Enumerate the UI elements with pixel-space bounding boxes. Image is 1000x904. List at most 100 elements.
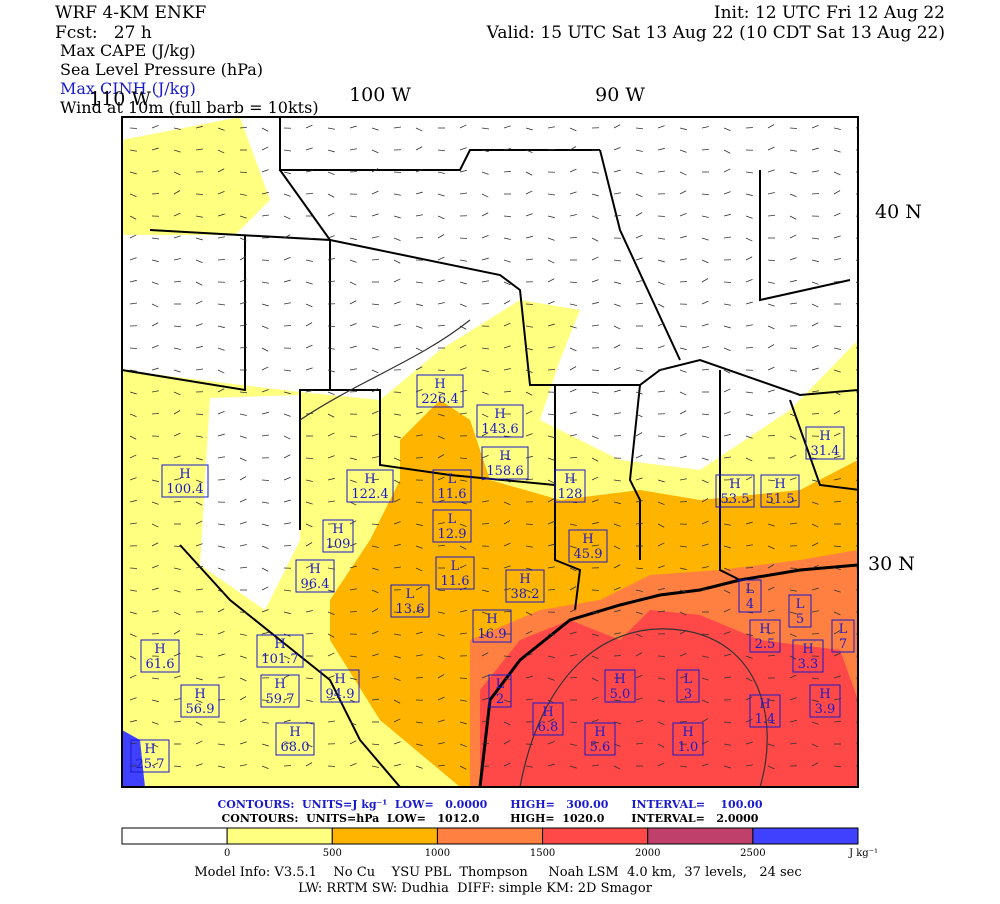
center-letter: H bbox=[364, 472, 375, 487]
forecast-hour: Fcst: 27 h bbox=[55, 23, 152, 43]
colorbar-swatch bbox=[437, 828, 542, 844]
center-letter: L bbox=[448, 512, 457, 527]
center-letter: L bbox=[406, 587, 415, 602]
colorbar-tick-label: 2000 bbox=[635, 848, 660, 859]
center-value: 7 bbox=[839, 637, 847, 652]
field-name: Sea Level Pressure (hPa) bbox=[60, 60, 263, 79]
contour-line: CONTOURS: UNITS=hPa LOW= 1012.0 HIGH= 10… bbox=[222, 812, 759, 825]
center-letter: H bbox=[179, 467, 190, 482]
center-value: 5.0 bbox=[610, 687, 631, 702]
colorbar-swatch bbox=[648, 828, 753, 844]
center-letter: L bbox=[746, 582, 755, 597]
center-value: 5 bbox=[796, 612, 804, 627]
footer-line: LW: RRTM SW: Dudhia DIFF: simple KM: 2D … bbox=[298, 881, 653, 896]
center-value: 11.6 bbox=[441, 574, 470, 589]
center-value: 4 bbox=[746, 597, 754, 612]
field-name: Max CAPE (J/kg) bbox=[60, 41, 196, 60]
center-letter: H bbox=[774, 477, 785, 492]
center-value: 51.5 bbox=[766, 492, 795, 507]
center-value: 6.8 bbox=[538, 720, 559, 735]
center-value: 38.2 bbox=[511, 587, 540, 602]
center-value: 2 bbox=[496, 692, 504, 707]
center-letter: H bbox=[564, 472, 575, 487]
footer-line: Model Info: V3.5.1 No Cu YSU PBL Thompso… bbox=[194, 865, 801, 880]
valid-time: Valid: 15 UTC Sat 13 Aug 22 (10 CDT Sat … bbox=[486, 23, 945, 43]
center-value: 5.6 bbox=[590, 740, 611, 755]
center-letter: H bbox=[434, 377, 445, 392]
lon-label: 110 W bbox=[89, 88, 151, 110]
colorbar-swatch bbox=[543, 828, 648, 844]
colorbar-tick-label: 500 bbox=[323, 848, 342, 859]
model-name: WRF 4-KM ENKF bbox=[55, 3, 207, 23]
lat-label: 40 N bbox=[875, 201, 922, 223]
center-letter: H bbox=[289, 725, 300, 740]
center-value: 94.9 bbox=[326, 687, 355, 702]
center-letter: H bbox=[759, 697, 770, 712]
center-letter: H bbox=[802, 642, 813, 657]
center-letter: H bbox=[334, 672, 345, 687]
center-value: 53.5 bbox=[721, 492, 750, 507]
contour-info: CONTOURS: UNITS=J kg⁻¹ LOW= 0.0000 HIGH=… bbox=[218, 798, 763, 825]
center-value: 158.6 bbox=[486, 464, 523, 479]
center-letter: L bbox=[451, 559, 460, 574]
colorbar: 0 500 1000 1500 2000 2500 J kg⁻¹ bbox=[122, 828, 878, 859]
center-value: 100.4 bbox=[166, 482, 203, 497]
contour-line: CONTOURS: UNITS=J kg⁻¹ LOW= 0.0000 HIGH=… bbox=[218, 798, 763, 811]
center-letter: H bbox=[759, 622, 770, 637]
colorbar-tick-label: 1000 bbox=[425, 848, 450, 859]
lon-label: 100 W bbox=[349, 84, 411, 106]
center-letter: H bbox=[309, 562, 320, 577]
colorbar-swatch bbox=[332, 828, 437, 844]
center-value: 16.9 bbox=[478, 627, 507, 642]
center-value: 68.0 bbox=[281, 740, 310, 755]
center-letter: H bbox=[542, 705, 553, 720]
center-value: 96.4 bbox=[301, 577, 330, 592]
center-value: 226.4 bbox=[421, 392, 458, 407]
colorbar-swatch bbox=[122, 828, 227, 844]
center-value: 2.5 bbox=[755, 637, 776, 652]
center-value: 122.4 bbox=[351, 487, 388, 502]
center-value: 61.6 bbox=[146, 657, 175, 672]
lat-label: 30 N bbox=[868, 553, 915, 575]
center-value: 56.9 bbox=[186, 702, 215, 717]
colorbar-tick-label: 1500 bbox=[530, 848, 555, 859]
colorbar-unit: J kg⁻¹ bbox=[848, 848, 878, 859]
init-time: Init: 12 UTC Fri 12 Aug 22 bbox=[714, 3, 945, 23]
center-letter: H bbox=[494, 407, 505, 422]
center-value: 31.4 bbox=[811, 444, 840, 459]
center-value: 25.7 bbox=[136, 757, 165, 772]
center-value: 128 bbox=[558, 487, 583, 502]
center-letter: L bbox=[496, 677, 505, 692]
center-value: 12.9 bbox=[438, 527, 467, 542]
center-value: 59.7 bbox=[266, 692, 295, 707]
center-letter: H bbox=[582, 532, 593, 547]
center-value: 143.6 bbox=[481, 422, 518, 437]
center-value: 45.9 bbox=[574, 547, 603, 562]
center-letter: H bbox=[332, 522, 343, 537]
center-letter: H bbox=[819, 429, 830, 444]
center-value: 1.0 bbox=[678, 740, 699, 755]
colorbar-tick-label: 0 bbox=[224, 848, 230, 859]
center-value: 1.4 bbox=[755, 712, 776, 727]
center-letter: H bbox=[819, 687, 830, 702]
colorbar-swatch bbox=[753, 828, 858, 844]
center-letter: L bbox=[448, 472, 457, 487]
center-letter: H bbox=[144, 742, 155, 757]
center-value: 3.3 bbox=[798, 657, 819, 672]
center-letter: L bbox=[839, 622, 848, 637]
center-letter: H bbox=[729, 477, 740, 492]
center-letter: H bbox=[682, 725, 693, 740]
colorbar-tick-label: 2500 bbox=[740, 848, 765, 859]
center-letter: H bbox=[519, 572, 530, 587]
center-value: 3.9 bbox=[815, 702, 836, 717]
center-value: 3 bbox=[684, 687, 692, 702]
center-letter: H bbox=[499, 449, 510, 464]
center-letter: L bbox=[684, 672, 693, 687]
map: H226.4H143.6H158.6H128L11.6H122.4H100.4H… bbox=[122, 117, 863, 787]
center-letter: H bbox=[274, 677, 285, 692]
center-value: 13.6 bbox=[396, 602, 425, 617]
center-letter: H bbox=[486, 612, 497, 627]
lon-label: 90 W bbox=[595, 84, 645, 106]
center-letter: H bbox=[154, 642, 165, 657]
